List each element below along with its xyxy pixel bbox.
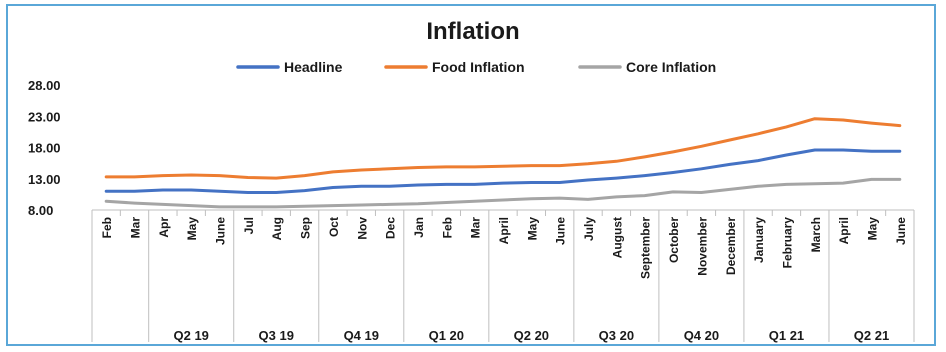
x-category-label: Mar xyxy=(469,217,483,239)
legend-item-2: Core Inflation xyxy=(578,59,716,75)
series-line-2 xyxy=(104,177,902,209)
x-category-label: September xyxy=(639,217,653,279)
x-category-label: Aug xyxy=(270,217,284,240)
quarter-label: Q1 20 xyxy=(429,328,464,343)
legend-item-0: Headline xyxy=(236,59,343,75)
quarter-label: Q2 19 xyxy=(173,328,208,343)
chart-title: Inflation xyxy=(426,18,519,45)
legend-label: Food Inflation xyxy=(432,59,525,75)
x-category-label: February xyxy=(780,217,794,269)
x-category-label: June xyxy=(894,217,908,245)
x-category-label: October xyxy=(667,217,681,263)
x-category-label: November xyxy=(695,217,709,276)
x-category-label: Feb xyxy=(440,217,454,238)
quarter-label: Q3 19 xyxy=(259,328,294,343)
y-tick-label: 8.00 xyxy=(28,203,53,218)
quarter-label: Q4 20 xyxy=(684,328,719,343)
x-category-label: Apr xyxy=(157,217,171,238)
series-line-1 xyxy=(104,117,902,180)
x-category-label: Jul xyxy=(242,217,256,234)
x-category-label: Dec xyxy=(384,217,398,239)
quarter-label: Q1 21 xyxy=(769,328,804,343)
x-category-label: March xyxy=(809,217,823,252)
x-category-label: Jan xyxy=(412,217,426,238)
x-category-label: May xyxy=(525,217,539,241)
x-axis: Q2 19 Q3 19 Q4 19 Q1 20 Q2 20 Q3 20 Q4 20 Q1 21… xyxy=(91,209,915,343)
series-lines xyxy=(104,117,902,209)
x-category-label: May xyxy=(185,217,199,241)
legend-label: Core Inflation xyxy=(626,59,716,75)
x-category-label: July xyxy=(582,217,596,241)
quarter-label: Q2 20 xyxy=(514,328,549,343)
x-category-label: December xyxy=(724,217,738,275)
inflation-line-chart: Inflation Headline Food Inflation Core Inf… xyxy=(28,18,915,343)
x-category-label: June xyxy=(554,217,568,245)
series-line-0 xyxy=(104,148,902,194)
x-category-label: June xyxy=(214,217,228,245)
x-category-label: Mar xyxy=(129,217,143,239)
x-category-label: May xyxy=(865,217,879,241)
y-tick-label: 18.00 xyxy=(28,141,61,156)
legend-label: Headline xyxy=(284,59,343,75)
quarter-label: Q2 21 xyxy=(854,328,889,343)
y-tick-label: 28.00 xyxy=(28,78,61,93)
y-axis: 8.00 13.00 18.00 23.00 28.00 xyxy=(28,78,61,218)
x-category-label: Sep xyxy=(299,217,313,239)
y-tick-label: 23.00 xyxy=(28,109,61,124)
quarter-label: Q3 20 xyxy=(599,328,634,343)
quarter-label: Q4 19 xyxy=(344,328,379,343)
x-category-label: Feb xyxy=(100,217,114,238)
x-category-label: April xyxy=(837,217,851,244)
x-category-label: Nov xyxy=(355,217,369,240)
chart-frame: Inflation Headline Food Inflation Core Inf… xyxy=(6,4,936,346)
legend-item-1: Food Inflation xyxy=(384,59,525,75)
x-category-label: January xyxy=(752,217,766,263)
x-category-label: Oct xyxy=(327,217,341,237)
x-category-label: April xyxy=(497,217,511,244)
chart-legend: Headline Food Inflation Core Inflation xyxy=(236,59,716,75)
y-tick-label: 13.00 xyxy=(28,172,61,187)
x-category-label: August xyxy=(610,217,624,258)
